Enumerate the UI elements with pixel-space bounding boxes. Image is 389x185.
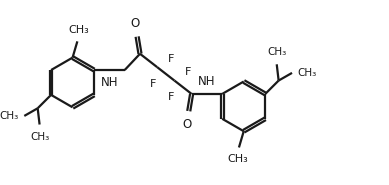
- Text: CH₃: CH₃: [30, 132, 49, 142]
- Text: F: F: [167, 92, 174, 102]
- Text: F: F: [168, 54, 174, 64]
- Text: CH₃: CH₃: [0, 111, 19, 121]
- Text: NH: NH: [101, 76, 118, 89]
- Text: O: O: [182, 118, 191, 131]
- Text: CH₃: CH₃: [228, 154, 248, 164]
- Text: F: F: [185, 67, 191, 77]
- Text: CH₃: CH₃: [298, 68, 317, 78]
- Text: CH₃: CH₃: [267, 47, 286, 57]
- Text: CH₃: CH₃: [68, 25, 89, 35]
- Text: NH: NH: [198, 75, 216, 88]
- Text: F: F: [150, 79, 156, 89]
- Text: O: O: [131, 17, 140, 30]
